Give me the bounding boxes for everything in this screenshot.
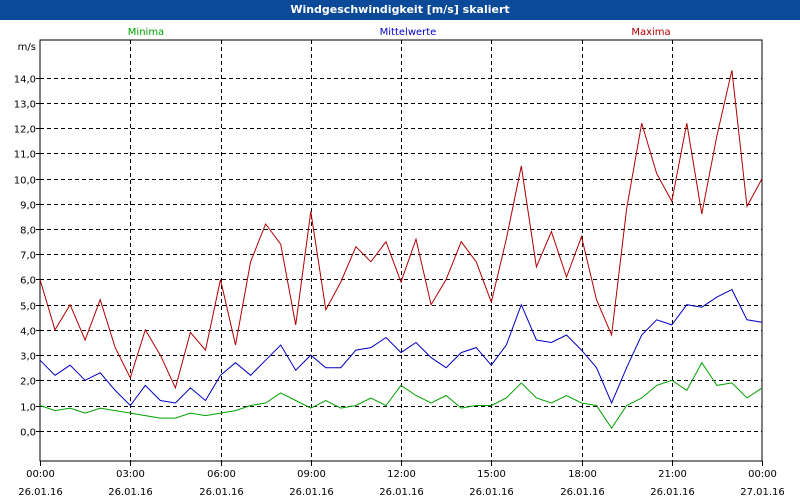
x-tick-time-label: 15:00 [477, 469, 506, 480]
x-tick-date-label: 26.01.16 [289, 487, 334, 498]
series-line-maxima [39, 70, 763, 390]
y-tick-label: 13,0 [14, 100, 36, 111]
x-tick-date-label: 26.01.16 [199, 487, 244, 498]
legend-minima: Minima [128, 27, 164, 38]
x-tick-date-label: 26.01.16 [18, 487, 63, 498]
y-tick-label: 9,0 [20, 201, 36, 212]
x-tick-time-label: 09:00 [297, 469, 326, 480]
x-tick-time-label: 00:00 [748, 469, 777, 480]
y-tick-label: 3,0 [20, 352, 36, 363]
series-line-mittelwerte [39, 288, 763, 407]
x-tick-time-label: 21:00 [658, 469, 687, 480]
wind-speed-chart: 0,0 1,0 2,0 3,0 4,0 5,0 6,0 7,0 8,0 9,0 10,0 11,0 12… [14, 27, 785, 498]
y-tick-label: 6,0 [20, 276, 36, 287]
x-tick-date-label: 26.01.16 [469, 487, 514, 498]
y-tick-label: 11,0 [14, 150, 36, 161]
x-tick-time-label: 00:00 [26, 469, 55, 480]
x-tick-time-label: 03:00 [116, 469, 145, 480]
x-tick-time-label: 06:00 [207, 469, 236, 480]
legend-maxima: Maxima [631, 27, 670, 38]
y-tick-label: 7,0 [20, 251, 36, 262]
x-tick-date-label: 27.01.16 [740, 487, 785, 498]
window-title: Windgeschwindigkeit [m/s] skaliert [0, 0, 800, 20]
x-tick-date-label: 26.01.16 [379, 487, 424, 498]
x-tick-date-label: 26.01.16 [650, 487, 695, 498]
y-axis-label: m/s [18, 42, 36, 53]
y-tick-label: 10,0 [14, 176, 36, 187]
x-tick-time-label: 18:00 [568, 469, 597, 480]
y-tick-label: 4,0 [20, 327, 36, 338]
x-tick-date-label: 26.01.16 [108, 487, 153, 498]
y-tick-label: 0,0 [20, 428, 36, 439]
y-tick-label: 1,0 [20, 403, 36, 414]
y-tick-label: 14,0 [14, 75, 36, 86]
y-tick-label: 2,0 [20, 377, 36, 388]
y-tick-label: 12,0 [14, 125, 36, 136]
y-tick-label: 5,0 [20, 302, 36, 313]
series-line-minima [39, 361, 763, 430]
x-tick-date-label: 26.01.16 [560, 487, 605, 498]
x-tick-time-label: 12:00 [387, 469, 416, 480]
y-tick-label: 8,0 [20, 226, 36, 237]
legend-mittelwerte: Mittelwerte [380, 27, 437, 38]
